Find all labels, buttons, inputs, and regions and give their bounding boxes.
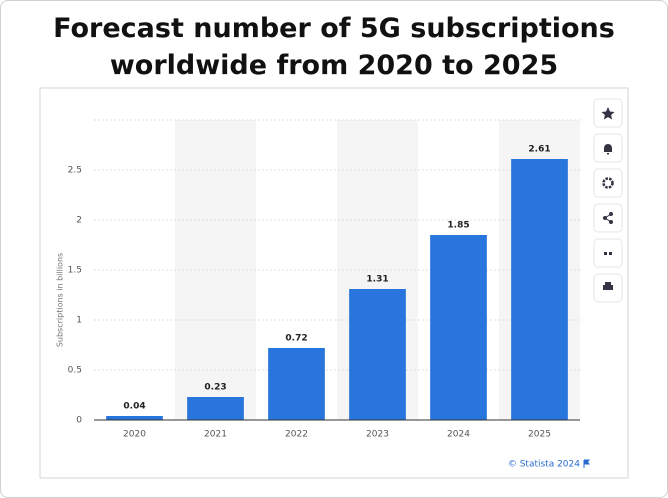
toolbar [593,98,623,303]
source[interactable]: © Statista 2024 [508,460,580,470]
y-tick-label: 2 [76,216,82,226]
print-button[interactable] [593,273,623,303]
bar [106,416,163,420]
y-axis-label: Subscriptions in billions [56,253,65,347]
cite-button[interactable] [593,238,623,268]
notification-button[interactable] [593,133,623,163]
value-label: 2.61 [528,145,550,155]
value-label: 0.72 [285,334,307,344]
y-tick-label: 1 [76,316,82,326]
x-tick-label: 2025 [528,430,551,440]
flag-icon [583,459,590,468]
y-tick-label: 2.5 [68,166,82,176]
chart-title: Forecast number of 5G subscriptions worl… [53,13,615,81]
y-tick-label: 0 [76,416,82,426]
bar [187,397,244,420]
bar [430,235,487,420]
share-button[interactable] [593,203,623,233]
x-tick-label: 2021 [204,430,227,440]
y-tick-label: 1.5 [68,266,82,276]
y-tick-label: 0.5 [68,366,82,376]
value-label: 1.85 [447,221,469,231]
x-tick-label: 2023 [366,430,389,440]
bar [349,289,406,420]
value-label: 0.23 [204,383,226,393]
x-tick-label: 2024 [447,430,470,440]
x-tick-label: 2020 [123,430,146,440]
bar [268,348,325,420]
favorite-button[interactable] [593,98,623,128]
bar [511,159,568,420]
x-tick-label: 2022 [285,430,308,440]
value-label: 0.04 [123,402,145,412]
value-label: 1.31 [366,275,388,285]
settings-button[interactable] [593,168,623,198]
